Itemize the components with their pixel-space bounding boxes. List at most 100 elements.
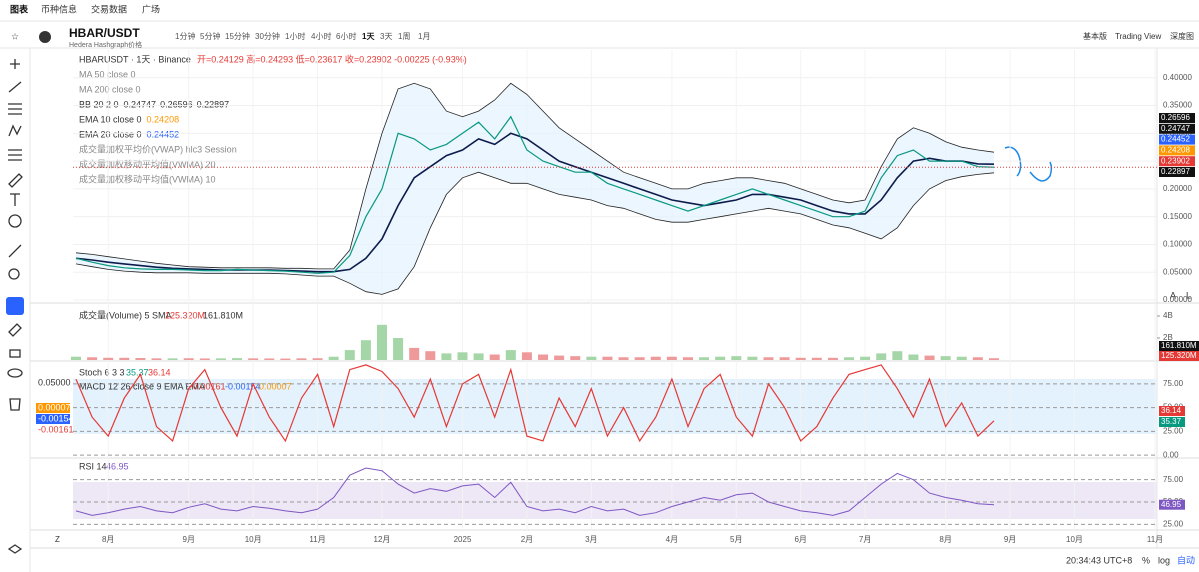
scale-a[interactable]: A [1170, 290, 1176, 300]
lock-draw-tool[interactable] [8, 323, 22, 337]
emoji-tool[interactable] [8, 214, 22, 228]
legend-label: MA 200 close 0 [79, 84, 141, 94]
y-tick-label: 75.00 [1163, 475, 1184, 484]
macd-box-label: 0.00007 [38, 402, 71, 412]
interval[interactable]: 3天 [380, 32, 392, 41]
log-toggle[interactable]: log [1158, 555, 1170, 565]
interval[interactable]: 4小时 [311, 31, 331, 41]
band-fill [76, 83, 994, 295]
volume-label: 成交量(Volume) 5 SMA [79, 309, 172, 320]
volume-bar [505, 350, 516, 360]
volume-bar [441, 353, 452, 360]
price-box [1159, 145, 1195, 156]
ruler-tool[interactable] [8, 244, 22, 258]
legend-value: 0.22897 [197, 99, 230, 109]
volume-sma: 125.320M [165, 310, 205, 320]
macd-value: -0.00154 [225, 381, 261, 391]
volume-bar [715, 356, 726, 360]
volume-bar [489, 354, 500, 360]
projection-tool[interactable] [8, 149, 22, 161]
y-tick-label: 25.00 [1163, 519, 1184, 528]
percent-toggle[interactable]: % [1142, 555, 1150, 565]
interval[interactable]: 6小时 [336, 31, 356, 41]
delete-tool[interactable] [9, 398, 21, 411]
pattern-tool[interactable] [8, 124, 22, 137]
view-tab[interactable]: Trading View [1115, 32, 1161, 41]
volume-box [1159, 351, 1199, 361]
interval[interactable]: 1小时 [285, 31, 305, 41]
lock-tool[interactable] [9, 349, 21, 358]
volume-bar [376, 324, 387, 360]
line-tool[interactable] [8, 81, 22, 93]
volume-bar [618, 357, 629, 360]
y-tick-label: 0.00000 [1163, 295, 1192, 304]
y-tick-label: 0.15000 [1163, 212, 1192, 221]
macd-axis-label: 0.05000 [38, 377, 71, 387]
stoch-line [75, 364, 995, 443]
volume-bar [135, 358, 146, 360]
band-lower [75, 171, 995, 295]
interval[interactable]: 1天 [362, 32, 375, 41]
volume-bar [393, 338, 404, 360]
scale-l[interactable]: L [1186, 290, 1191, 300]
x-tick-label: 9月 [1004, 535, 1016, 544]
y-tick-label: 0.00 [1163, 450, 1179, 459]
left-toolbar[interactable] [6, 59, 24, 554]
volume-bar [296, 358, 307, 360]
macd-box-label: -0.00154 [38, 413, 74, 423]
y-tick-label: 2B [1163, 333, 1173, 342]
rsi-band [73, 482, 1157, 519]
symbol[interactable]: HBAR/USDT [69, 26, 140, 40]
interval[interactable]: 5分钟 [200, 31, 220, 41]
favorite-star[interactable]: ☆ [11, 31, 19, 41]
brush-tool[interactable] [8, 173, 23, 188]
drawing[interactable] [1004, 146, 1053, 182]
price-line [75, 115, 995, 274]
nav-tab[interactable]: 交易数据 [91, 3, 127, 14]
band-upper [75, 82, 995, 270]
text-tool[interactable] [10, 193, 20, 206]
zoom-tool[interactable] [8, 268, 20, 280]
z-button[interactable]: Z [55, 535, 60, 544]
layers-tool[interactable] [7, 544, 23, 554]
view-tab[interactable]: 基本版 [1083, 31, 1107, 41]
interval[interactable]: 15分钟 [225, 31, 250, 41]
nav-tab[interactable]: 广场 [142, 3, 160, 14]
volume-bar [344, 350, 355, 360]
crosshair-tool[interactable] [10, 59, 20, 69]
legend-label: EMA 10 close 0 [79, 114, 142, 124]
fib-tool[interactable] [8, 103, 22, 115]
volume-bar [666, 356, 677, 360]
legend-label: MA 50 close 0 [79, 69, 136, 79]
x-tick-label: 3月 [585, 535, 597, 544]
visibility-tool[interactable] [7, 368, 23, 378]
volume-bar [972, 357, 983, 360]
volume-bar [892, 351, 903, 360]
auto-toggle[interactable]: 自动 [1177, 554, 1195, 565]
y-tick-label: 4B [1163, 311, 1173, 320]
volume-bar [988, 358, 999, 360]
magnet-tool[interactable] [6, 297, 24, 315]
interval[interactable]: 1月 [418, 32, 430, 41]
volume-bar [570, 356, 581, 360]
volume-bar [699, 357, 710, 360]
stoch-box-label: 35.37 [1161, 417, 1182, 426]
volume-bar [731, 356, 742, 360]
view-tab[interactable]: 深度图 [1170, 31, 1194, 41]
stoch-k: 35.37 [126, 367, 149, 377]
interval[interactable]: 1周 [398, 32, 410, 41]
macd-label: MACD 12 26 close 9 EMA EMA [79, 381, 205, 391]
nav-tab[interactable]: 币种信息 [41, 3, 77, 14]
legend-value: 0.26596 [160, 99, 193, 109]
macd-box-label: -0.00161 [38, 424, 74, 434]
volume-bar [409, 347, 420, 360]
volume-bar [119, 357, 130, 360]
volume-bar [811, 357, 822, 360]
x-tick-label: 8月 [939, 535, 951, 544]
price-box-label: 0.26596 [1161, 113, 1190, 122]
nav-tab[interactable]: 图表 [10, 3, 29, 14]
interval[interactable]: 30分钟 [255, 31, 280, 41]
interval[interactable]: 1分钟 [175, 31, 195, 41]
